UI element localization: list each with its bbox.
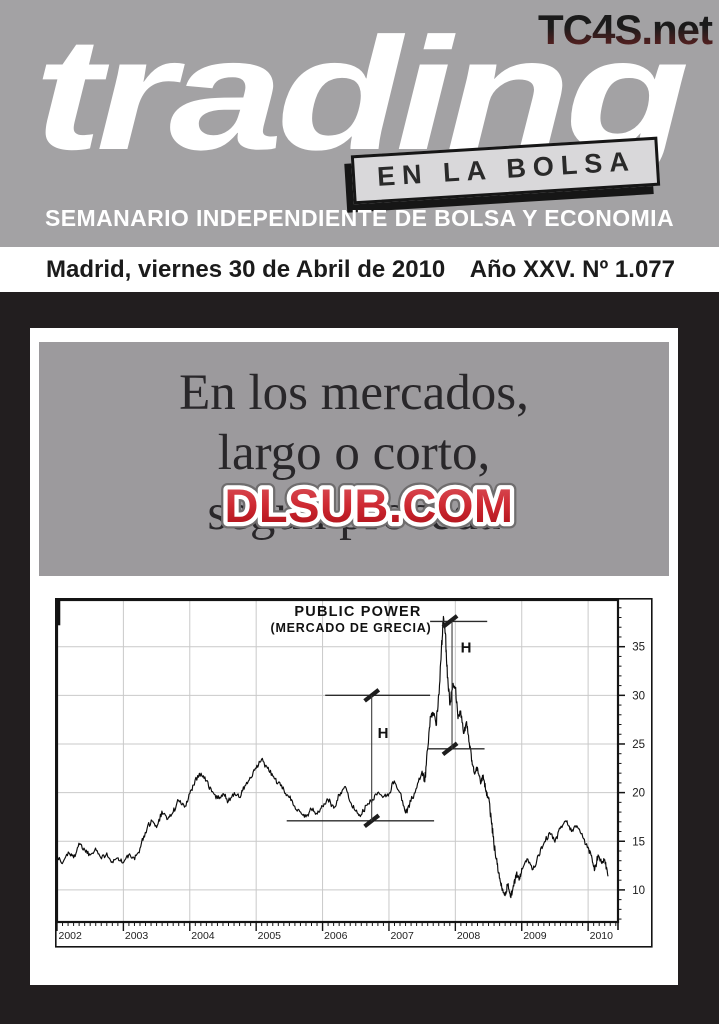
svg-text:15: 15 xyxy=(632,836,645,848)
cover-body: En los mercados, largo o corto, según pr… xyxy=(0,292,719,1024)
svg-text:2006: 2006 xyxy=(324,930,348,942)
dlsub-watermark-white: DLSUB.COM xyxy=(224,479,513,532)
svg-text:20: 20 xyxy=(632,788,645,800)
dlsub-watermark: DLSUB.COM DLSUB.COM DLSUB.COM xyxy=(219,474,519,539)
svg-text:H: H xyxy=(378,725,389,742)
svg-text:2004: 2004 xyxy=(191,930,215,942)
svg-text:35: 35 xyxy=(632,642,645,654)
svg-text:2005: 2005 xyxy=(258,930,282,942)
masthead-subtitle: SEMANARIO INDEPENDIENTE DE BOLSA Y ECONO… xyxy=(45,205,674,231)
tc4s-watermark-text: TC4S.net xyxy=(538,6,713,53)
tc4s-watermark: TC4S.net xyxy=(538,6,714,53)
svg-text:2010: 2010 xyxy=(590,930,614,942)
headline-line-3: según proceda xyxy=(207,485,501,541)
svg-text:2007: 2007 xyxy=(390,930,414,942)
dateline-issue-number: Año XXV. Nº 1.077 xyxy=(469,255,675,283)
svg-text:2002: 2002 xyxy=(59,930,83,942)
content-card: En los mercados, largo o corto, según pr… xyxy=(30,328,678,985)
headline-line-1: En los mercados, xyxy=(179,365,529,421)
svg-text:H: H xyxy=(461,640,472,657)
svg-text:PUBLIC POWER: PUBLIC POWER xyxy=(294,604,421,620)
masthead: TC4S.net trading EN LA BOLSA SEMANARIO I… xyxy=(0,0,719,247)
headline-line-2: largo o corto, xyxy=(217,425,491,481)
svg-text:10: 10 xyxy=(632,885,645,897)
svg-text:2003: 2003 xyxy=(125,930,149,942)
svg-text:2008: 2008 xyxy=(457,930,481,942)
stock-chart: 10 15 20 25 30 35 2002 2003 2004 2005 2006 2007 2008… xyxy=(55,598,653,950)
svg-text:25: 25 xyxy=(632,739,645,751)
dlsub-watermark-text: DLSUB.COM xyxy=(224,479,513,532)
dlsub-watermark-outline: DLSUB.COM xyxy=(224,479,513,532)
svg-text:(MERCADO DE GRECIA): (MERCADO DE GRECIA) xyxy=(270,621,431,635)
dateline-place-date: Madrid, viernes 30 de Abril de 2010 xyxy=(46,255,446,283)
svg-text:30: 30 xyxy=(632,690,645,702)
tagline-text: EN LA BOLSA xyxy=(376,146,637,192)
svg-text:2009: 2009 xyxy=(523,930,547,942)
headline-box: En los mercados, largo o corto, según pr… xyxy=(39,342,669,576)
dateline-bar: Madrid, viernes 30 de Abril de 2010 Año … xyxy=(0,247,719,292)
stock-chart-svg: 10 15 20 25 30 35 2002 2003 2004 2005 2006 2007 2008… xyxy=(55,598,653,948)
